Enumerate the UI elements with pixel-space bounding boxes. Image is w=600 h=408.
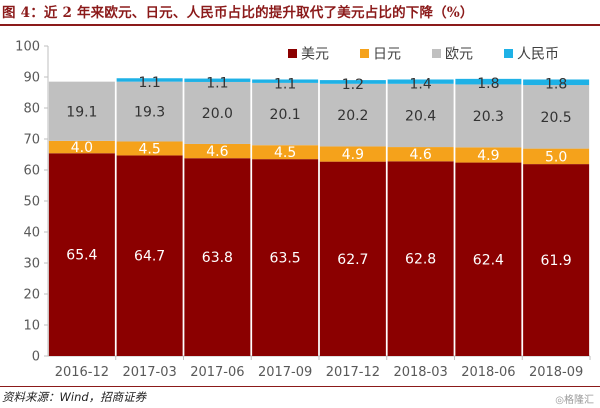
data-label: 4.5	[138, 141, 160, 157]
bar-segment	[523, 148, 590, 165]
bar-segment	[184, 158, 251, 356]
data-label: 20.1	[270, 107, 301, 123]
bar-segment	[184, 78, 251, 82]
chart-title: 图 4：近 2 年来欧元、日元、人民币占比的提升取代了美元占比的下降（%）	[2, 5, 474, 21]
bar-segment	[48, 153, 115, 356]
x-tick-label: 2017-09	[258, 365, 312, 380]
data-label: 20.3	[473, 109, 504, 125]
legend-label: 美元	[301, 47, 329, 63]
data-label: 20.0	[202, 106, 233, 122]
x-tick-label: 2018-03	[393, 365, 447, 380]
title-divider	[0, 24, 600, 26]
data-label: 1.8	[545, 76, 567, 92]
y-tick-label: 20	[23, 288, 40, 303]
data-label: 64.7	[134, 249, 165, 265]
bar-segment	[523, 85, 590, 149]
legend-swatch	[288, 49, 297, 58]
y-tick-label: 30	[23, 257, 40, 272]
bar-segment	[387, 83, 454, 148]
x-tick-label: 2017-12	[326, 365, 380, 380]
data-label: 4.9	[342, 147, 364, 163]
bar-segment	[523, 79, 590, 86]
x-tick-label: 2018-09	[529, 365, 583, 380]
y-tick-label: 100	[15, 40, 40, 55]
x-tick-label: 2016-12	[55, 365, 109, 380]
data-label: 62.8	[405, 252, 436, 268]
y-tick-label: 60	[23, 164, 40, 179]
data-label: 20.4	[405, 108, 436, 124]
data-label: 1.2	[342, 77, 364, 93]
legend-swatch	[504, 49, 513, 58]
bar-segment	[523, 164, 590, 356]
data-label: 4.9	[477, 148, 499, 164]
x-tick-label: 2017-03	[122, 365, 176, 380]
source-note: 资料来源：Wind，招商证券	[2, 390, 147, 404]
bar-segment	[319, 80, 386, 84]
bar-segment	[319, 161, 386, 356]
y-tick-label: 50	[23, 195, 40, 210]
legend-label: 人民币	[517, 47, 559, 63]
data-label: 19.1	[66, 104, 97, 120]
bar-segment	[116, 141, 183, 156]
bar-segment	[116, 78, 183, 82]
bar-segment	[252, 159, 319, 356]
data-label: 62.7	[337, 252, 368, 268]
data-label: 1.1	[138, 75, 160, 91]
data-label: 62.4	[473, 252, 504, 268]
bar-segment	[252, 145, 319, 160]
bar-segment	[387, 161, 454, 356]
legend-label: 欧元	[445, 47, 473, 63]
data-label: 4.5	[274, 145, 296, 161]
x-tick-label: 2017-06	[190, 365, 244, 380]
y-tick-label: 70	[23, 133, 40, 148]
y-tick-label: 0	[32, 350, 40, 365]
bar-segment	[455, 147, 522, 163]
data-label: 20.5	[541, 110, 572, 126]
data-label: 65.4	[66, 248, 97, 264]
data-label: 1.8	[477, 76, 499, 92]
stacked-bar-chart: 0 10 20 30 40 50 60 70 80 90 100 2016-12 65.4 4.0 19.1…	[15, 40, 591, 380]
legend-label: 日元	[373, 47, 401, 63]
data-label: 63.8	[202, 250, 233, 266]
bar-segment	[387, 79, 454, 84]
data-label: 5.0	[545, 149, 567, 165]
data-label: 4.6	[409, 147, 431, 163]
bar-segment	[319, 146, 386, 162]
bar-segment	[252, 82, 319, 146]
data-label: 1.1	[206, 76, 228, 92]
data-label: 20.2	[337, 108, 368, 124]
y-tick-label: 80	[23, 102, 40, 117]
x-tick-label: 2018-06	[461, 365, 515, 380]
bar-segment	[184, 81, 251, 144]
source-divider	[0, 386, 600, 387]
bar-segment	[455, 162, 522, 356]
watermark: ◎格隆汇	[555, 395, 594, 406]
bar-segment	[184, 143, 251, 159]
bar-segment	[387, 147, 454, 162]
legend-swatch	[432, 49, 441, 58]
data-label: 1.1	[274, 76, 296, 92]
data-label: 4.6	[206, 144, 228, 160]
data-label: 4.0	[71, 140, 93, 156]
bar-segment	[455, 78, 522, 85]
bar-segment	[48, 140, 115, 154]
legend-swatch	[360, 49, 369, 58]
y-tick-label: 90	[23, 71, 40, 86]
data-label: 61.9	[541, 253, 572, 269]
bar-segment	[48, 81, 115, 141]
bar-segment	[319, 83, 386, 147]
y-tick-label: 10	[23, 319, 40, 334]
data-label: 63.5	[270, 251, 301, 267]
bar-segment	[455, 84, 522, 148]
bar-segment	[116, 155, 183, 356]
bar-segment	[252, 79, 319, 83]
bar-segment	[116, 81, 183, 142]
data-label: 19.3	[134, 105, 165, 121]
y-tick-label: 40	[23, 226, 40, 241]
data-label: 1.4	[409, 76, 431, 92]
